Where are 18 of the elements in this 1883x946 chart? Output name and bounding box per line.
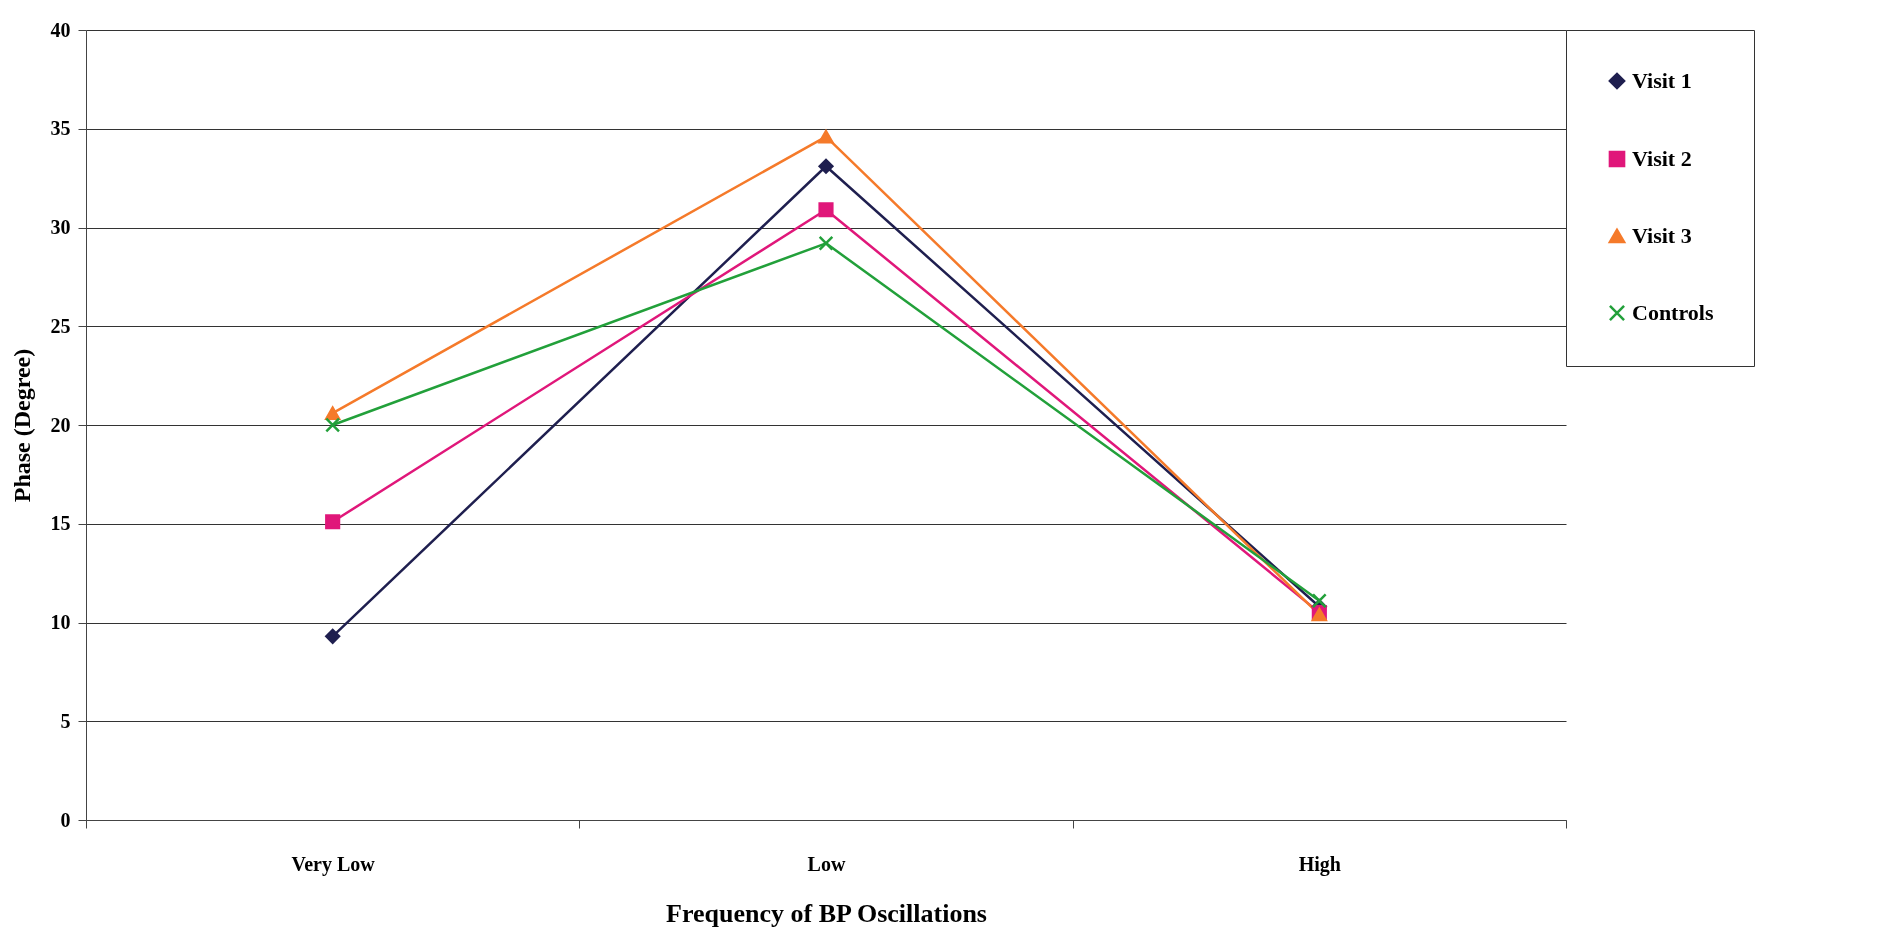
y-tick-label: 15 <box>50 512 71 535</box>
y-axis-title: Phase (Degree) <box>8 348 35 503</box>
y-tick-label: 25 <box>50 314 71 337</box>
y-tick-label: 10 <box>50 611 71 633</box>
y-tick-label: 20 <box>50 413 71 436</box>
legend-label: Visit 3 <box>1632 223 1692 248</box>
y-tick-label: 0 <box>60 808 71 831</box>
x-tick-label: Very Low <box>291 852 376 876</box>
y-tick-label: 35 <box>50 117 71 140</box>
y-tick-label: 40 <box>50 18 71 41</box>
y-tick-label: 5 <box>60 709 71 732</box>
y-tick-label: 30 <box>50 216 71 238</box>
legend-label: Controls <box>1632 300 1714 325</box>
legend-label: Visit 2 <box>1632 146 1692 171</box>
x-axis-title: Frequency of BP Oscillations <box>666 898 987 928</box>
x-tick-label: High <box>1298 852 1341 876</box>
legend-label: Visit 1 <box>1632 68 1692 93</box>
x-tick-label: Low <box>807 852 846 875</box>
